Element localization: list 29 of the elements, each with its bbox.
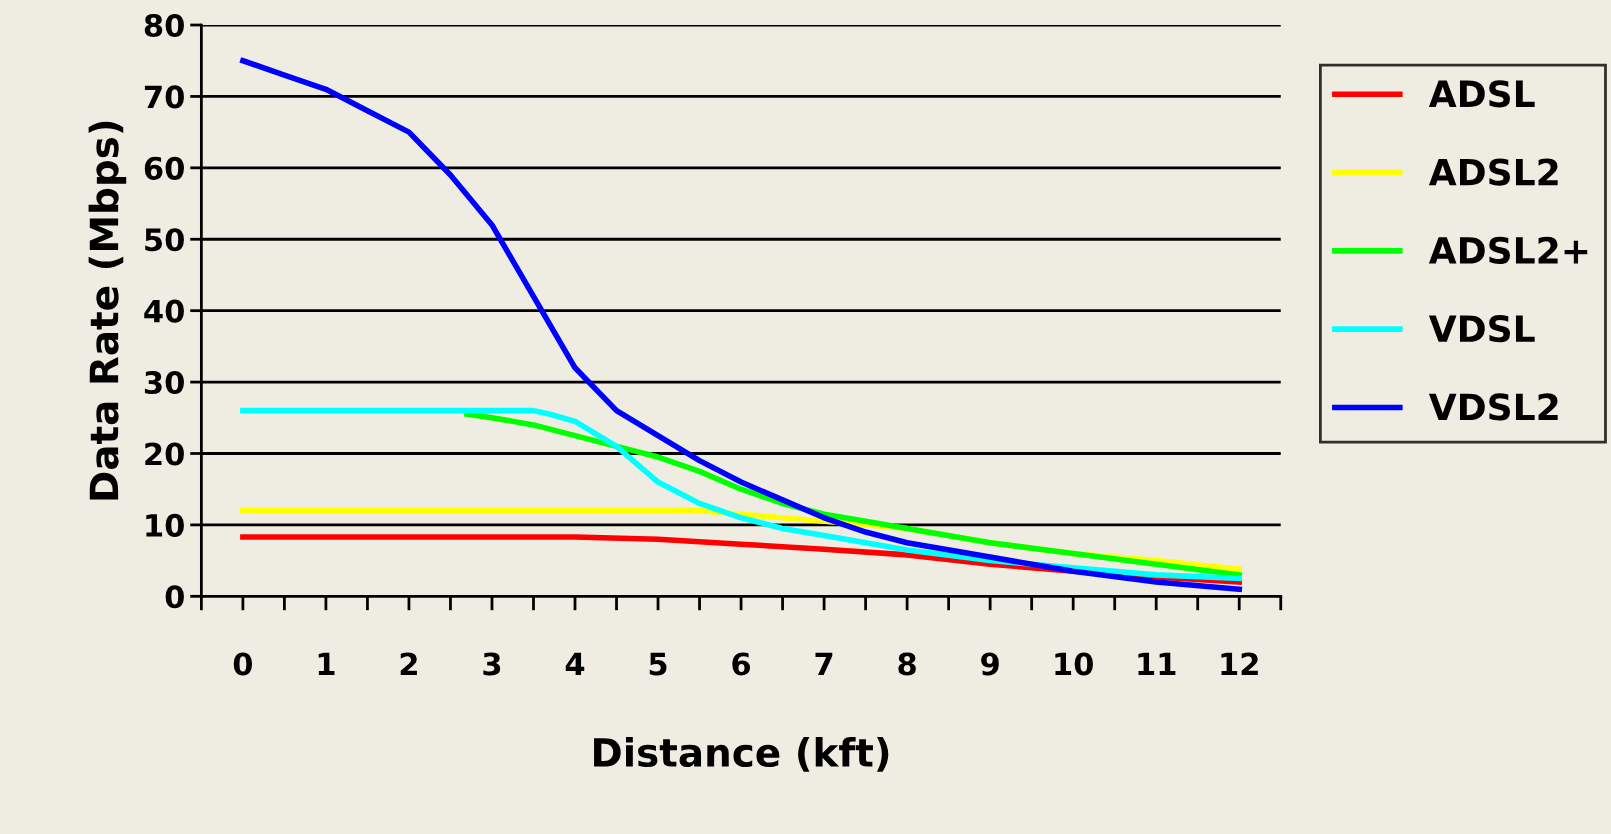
x-axis-title: Distance (kft) [594, 736, 889, 772]
y-tick-label: 10 [146, 513, 184, 537]
x-tick-label: 4 [565, 652, 585, 676]
y-tick-label: 40 [144, 299, 184, 323]
y-tick-label: 50 [145, 228, 184, 252]
y-tick-label: 20 [145, 442, 184, 466]
x-tick-label: 6 [732, 652, 751, 676]
y-tick-label: 80 [144, 13, 184, 38]
x-tick-label: 8 [898, 652, 916, 676]
y-tick-label: 0 [165, 585, 184, 609]
x-tick-label: 2 [400, 652, 417, 676]
legend-label: VDSL2 [1428, 393, 1558, 421]
y-tick-label: 70 [144, 85, 184, 109]
legend-label: ADSL2 [1428, 158, 1558, 186]
x-tick-label: 5 [649, 652, 667, 676]
x-tick-label: 10 [1055, 652, 1093, 676]
legend-label: ADSL2+ [1428, 236, 1588, 265]
x-tick-label: 12 [1221, 652, 1258, 676]
y-tick-label: 60 [144, 156, 184, 180]
x-tick-label: 1 [318, 652, 335, 676]
legend-label: ADSL [1428, 80, 1535, 108]
y-axis-title: Data Rate (Mbps) [88, 121, 127, 500]
x-tick-label: 3 [483, 652, 501, 676]
x-tick-label: 0 [233, 652, 253, 676]
x-tick-label: 9 [981, 652, 999, 676]
legend-label: VDSL [1428, 314, 1535, 343]
x-tick-label: 7 [815, 652, 833, 676]
x-tick-label: 11 [1138, 652, 1176, 676]
y-tick-label: 30 [144, 371, 184, 395]
